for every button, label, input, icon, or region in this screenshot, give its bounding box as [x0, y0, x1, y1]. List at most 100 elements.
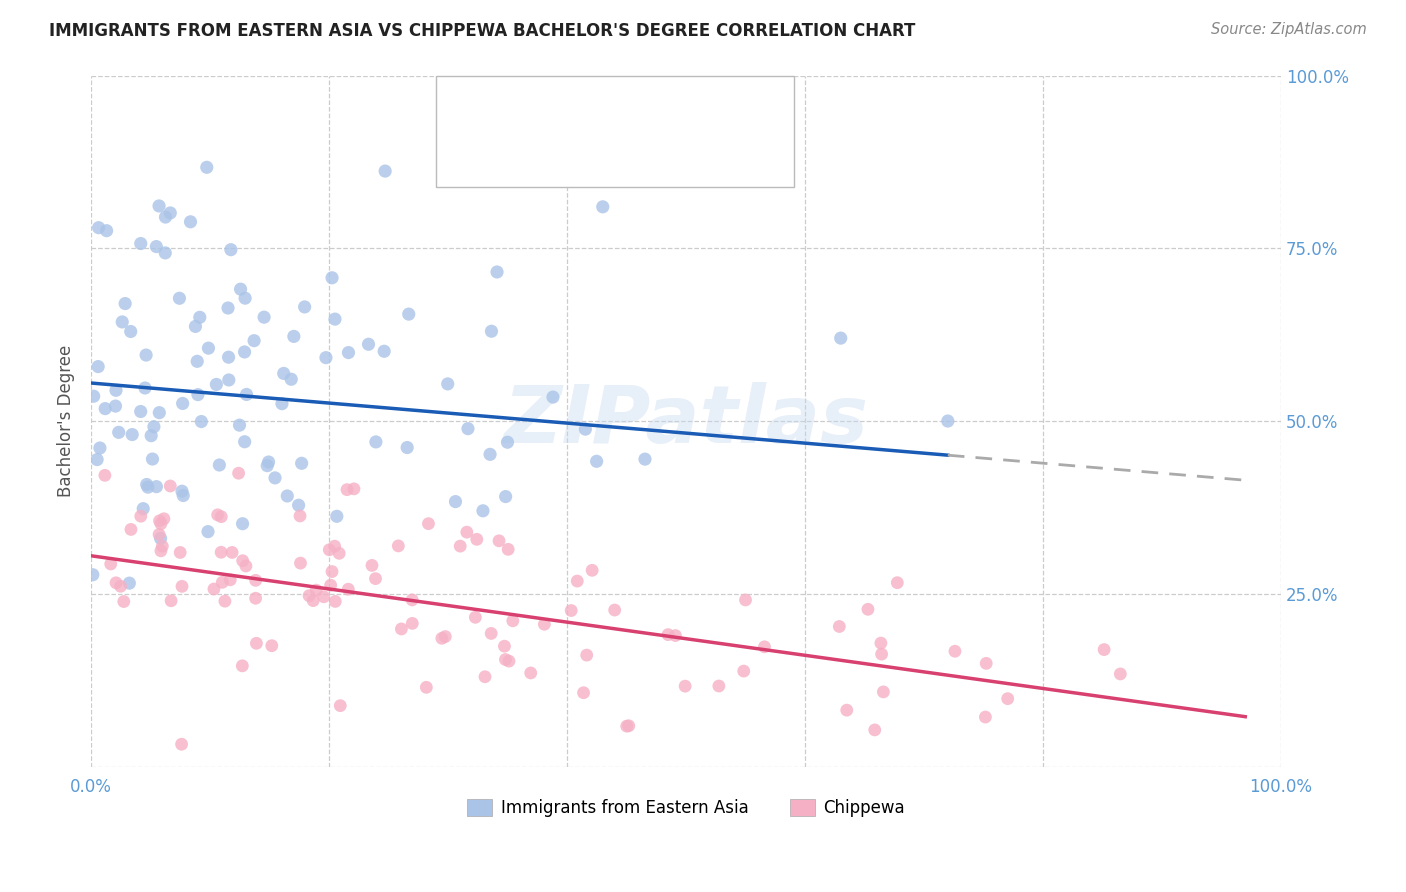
Point [585, 454, 607, 468]
Point [373, 344, 395, 359]
Point [592, 200, 614, 214]
Point [617, 719, 640, 733]
Point [245, 574, 267, 588]
Point [245, 591, 267, 606]
Point [170, 737, 193, 751]
Point [169, 291, 191, 305]
Point [329, 698, 352, 713]
Point [305, 583, 328, 598]
Point [219, 243, 242, 257]
Point [207, 508, 229, 522]
Point [465, 533, 488, 547]
Point [118, 576, 141, 591]
Point [208, 458, 231, 472]
Point [657, 627, 679, 641]
Point [318, 542, 340, 557]
Point [474, 670, 496, 684]
Point [209, 545, 232, 559]
Point [974, 657, 997, 671]
Point [321, 270, 343, 285]
Point [434, 630, 457, 644]
Point [260, 639, 283, 653]
Point [148, 199, 170, 213]
Point [94, 468, 117, 483]
Point [243, 334, 266, 348]
Point [184, 319, 207, 334]
Point [479, 626, 502, 640]
Point [364, 572, 387, 586]
Point [581, 563, 603, 577]
Point [830, 331, 852, 345]
Point [287, 498, 309, 512]
Point [235, 387, 257, 401]
Point [575, 648, 598, 662]
Point [302, 593, 325, 607]
Point [418, 516, 440, 531]
Point [496, 542, 519, 557]
Point [997, 691, 1019, 706]
Point [936, 414, 959, 428]
Point [312, 590, 335, 604]
Point [328, 546, 350, 560]
Point [288, 508, 311, 523]
Point [135, 477, 157, 491]
Point [733, 664, 755, 678]
Point [129, 236, 152, 251]
Point [457, 422, 479, 436]
Point [276, 489, 298, 503]
Point [114, 296, 136, 310]
Point [218, 350, 240, 364]
Point [120, 325, 142, 339]
Point [357, 337, 380, 351]
Point [94, 401, 117, 416]
Point [105, 575, 128, 590]
Point [863, 723, 886, 737]
Point [294, 300, 316, 314]
Point [256, 458, 278, 473]
Point [205, 377, 228, 392]
Point [149, 544, 172, 558]
Text: R =: R = [510, 97, 547, 115]
Point [121, 427, 143, 442]
Point [870, 647, 893, 661]
Point [112, 594, 135, 608]
Point [533, 617, 555, 632]
Point [148, 514, 170, 528]
Point [232, 516, 254, 531]
Point [273, 367, 295, 381]
Point [129, 509, 152, 524]
Point [872, 685, 894, 699]
Point [486, 265, 509, 279]
Point [129, 404, 152, 418]
Point [479, 447, 502, 461]
Point [110, 579, 132, 593]
Point [159, 479, 181, 493]
Point [170, 484, 193, 499]
Point [471, 504, 494, 518]
Point [574, 422, 596, 436]
Point [290, 556, 312, 570]
Point [343, 482, 366, 496]
Point [233, 434, 256, 449]
Text: ZIPatlas: ZIPatlas [503, 382, 869, 460]
Text: -0.127: -0.127 [553, 97, 612, 115]
Point [228, 467, 250, 481]
Point [664, 629, 686, 643]
Point [141, 428, 163, 442]
Point [396, 441, 419, 455]
Point [169, 545, 191, 559]
Point [436, 376, 458, 391]
Point [120, 523, 142, 537]
Point [141, 452, 163, 467]
Point [337, 582, 360, 597]
Point [172, 488, 194, 502]
Point [89, 441, 111, 455]
Point [104, 384, 127, 398]
Point [835, 703, 858, 717]
Legend: Immigrants from Eastern Asia, Chippewa: Immigrants from Eastern Asia, Chippewa [461, 792, 911, 824]
Point [253, 310, 276, 325]
Point [136, 480, 159, 494]
Point [389, 622, 412, 636]
Point [179, 215, 201, 229]
Point [257, 455, 280, 469]
